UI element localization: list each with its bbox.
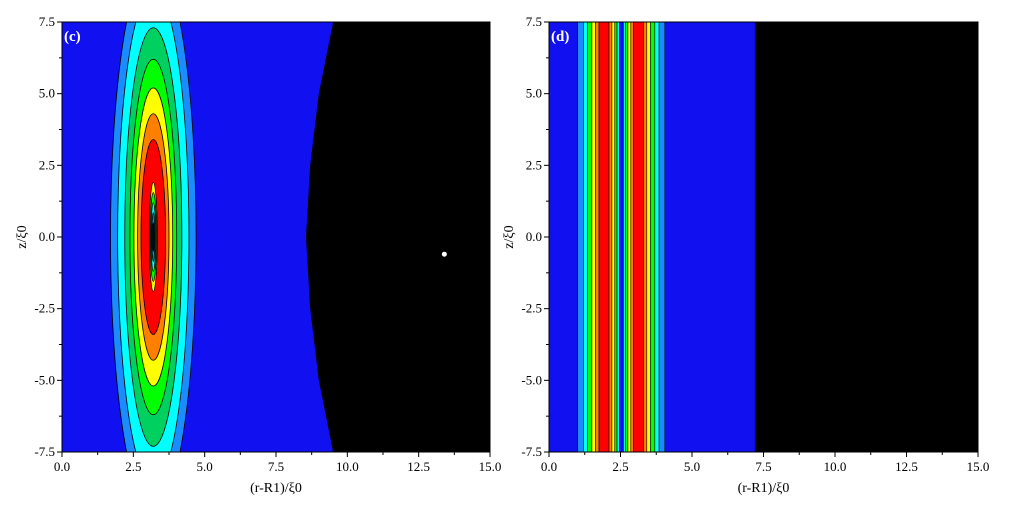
x-tick-label-d-1: 2.5 <box>612 459 628 474</box>
band-d-18 <box>650 22 656 452</box>
band-d-10 <box>619 22 624 452</box>
x-tick-label-d-3: 7.5 <box>755 459 771 474</box>
x-tick-label-d-5: 12.5 <box>895 459 918 474</box>
band-d-16 <box>643 22 648 452</box>
x-tick-label-c-5: 12.5 <box>407 459 430 474</box>
plot-area-d <box>549 22 978 452</box>
band-d-14 <box>630 22 634 452</box>
panel-c: 0.0 2.5 5.0 7.5 10.0 12.5 15.0 7.5 5.0 2.5 0.0 -2.5… <box>15 14 501 496</box>
band-d-20 <box>658 22 666 452</box>
contour-level-c-11 <box>152 222 155 252</box>
y-tick-label-d-5: -5.0 <box>521 372 542 387</box>
y-tick-label-d-2: 2.5 <box>526 157 542 172</box>
band-d-6 <box>608 22 613 452</box>
band-d-9 <box>616 22 620 452</box>
y-tick-label-d-1: 5.0 <box>526 86 542 101</box>
band-d-4 <box>595 22 600 452</box>
x-tick-label-d-4: 10.0 <box>824 459 847 474</box>
x-tick-label-c-0: 0.0 <box>54 459 70 474</box>
y-tick-label-c-5: -5.0 <box>34 372 55 387</box>
x-axis-title-d: (r-R1)/ξ0 <box>738 481 790 496</box>
y-tick-label-c-2: 2.5 <box>39 157 55 172</box>
x-tick-label-c-1: 2.5 <box>125 459 141 474</box>
panel-label-c: (c) <box>64 29 81 45</box>
band-d-2 <box>587 22 593 452</box>
black-region-d <box>754 22 978 452</box>
x-tick-label-d-2: 5.0 <box>684 459 700 474</box>
y-tick-label-c-1: 5.0 <box>39 86 55 101</box>
panel-label-d: (d) <box>551 29 569 45</box>
band-d-15 <box>633 22 644 452</box>
black-region-c <box>306 22 490 452</box>
band-d-8 <box>614 22 618 452</box>
plot-area-c <box>62 22 490 452</box>
band-d-13 <box>627 22 632 452</box>
band-d-11 <box>623 22 626 452</box>
band-d-12 <box>625 22 629 452</box>
band-d-7 <box>611 22 616 452</box>
y-tick-label-d-6: -7.5 <box>521 444 542 459</box>
x-tick-label-d-0: 0.0 <box>541 459 557 474</box>
band-d-5 <box>598 22 610 452</box>
y-tick-label-c-4: -2.5 <box>34 301 55 316</box>
x-tick-label-c-2: 5.0 <box>197 459 213 474</box>
y-tick-label-c-0: 7.5 <box>39 14 55 29</box>
y-tick-label-d-0: 7.5 <box>526 14 542 29</box>
y-tick-label-c-6: -7.5 <box>34 444 55 459</box>
axis-ticks-c: 0.0 2.5 5.0 7.5 10.0 12.5 15.0 7.5 5.0 2.5 0.0 -2.5… <box>34 14 501 474</box>
x-axis-title-c: (r-R1)/ξ0 <box>250 481 302 496</box>
marker-point-c <box>441 251 447 257</box>
y-tick-label-d-3: 0.0 <box>526 229 542 244</box>
band-d-17 <box>646 22 651 452</box>
x-tick-label-c-6: 15.0 <box>479 459 502 474</box>
panel-d: 0.0 2.5 5.0 7.5 10.0 12.5 15.0 7.5 5.0 2.5 0.0 -2.5… <box>502 14 989 496</box>
y-tick-label-c-3: 0.0 <box>39 229 55 244</box>
x-tick-label-c-3: 7.5 <box>268 459 284 474</box>
band-d-3 <box>591 22 596 452</box>
band-d-1 <box>583 22 588 452</box>
y-tick-label-d-4: -2.5 <box>521 301 542 316</box>
y-axis-title-d: z/ξ0 <box>502 225 517 248</box>
band-d-0 <box>577 22 584 452</box>
axis-ticks-d: 0.0 2.5 5.0 7.5 10.0 12.5 15.0 7.5 5.0 2.5 0.0 -2.5… <box>521 14 989 474</box>
x-tick-label-c-4: 10.0 <box>336 459 359 474</box>
band-d-19 <box>654 22 660 452</box>
x-tick-label-d-6: 15.0 <box>967 459 990 474</box>
y-axis-title-c: z/ξ0 <box>15 225 30 248</box>
